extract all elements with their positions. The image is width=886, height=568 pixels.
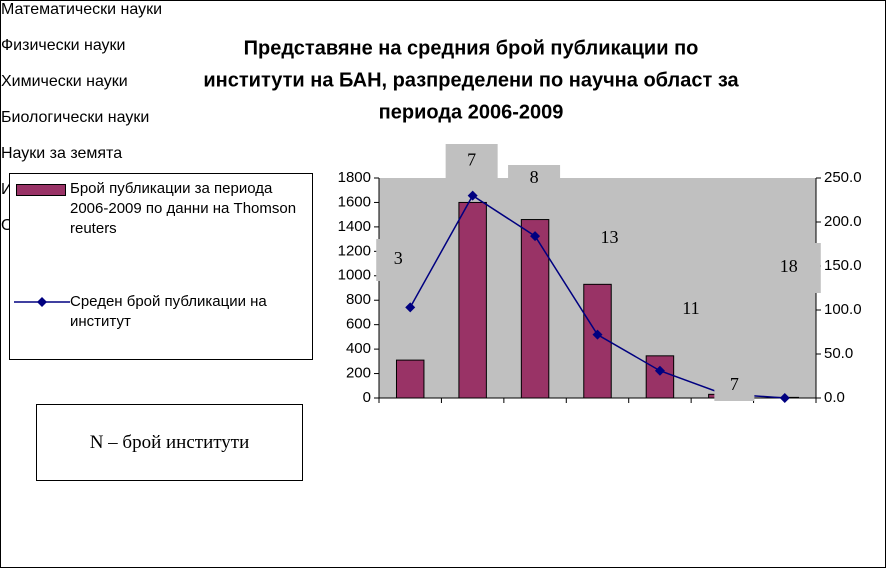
- y-tick-label: 400: [346, 340, 371, 357]
- annotation: 8: [530, 167, 539, 187]
- line-marker: [530, 231, 541, 242]
- annotation: 13: [601, 227, 619, 247]
- y-tick-label: 1000: [338, 267, 371, 284]
- bar: [458, 201, 487, 399]
- y2-tick-label: 100.0: [824, 301, 862, 318]
- annotation: 18: [780, 256, 798, 276]
- note: N – брой институти: [89, 431, 250, 453]
- legend-marker: [37, 297, 47, 307]
- bar: [520, 219, 550, 399]
- note-box: N – брой институти: [36, 404, 303, 481]
- x-tick-label: Науки за земята: [1, 145, 123, 162]
- legend-line-key: [14, 297, 70, 307]
- y-tick-label: 0: [363, 389, 371, 406]
- y2-tick-label: 0.0: [824, 389, 845, 406]
- annotation-box: [669, 293, 712, 327]
- y-tick-label: 600: [346, 316, 371, 333]
- chart-title: периода 2006-2009: [379, 101, 564, 123]
- line-marker: [467, 190, 478, 201]
- annotation: 7: [730, 374, 739, 394]
- line-marker: [654, 365, 665, 376]
- x-tick-label: Биологически науки: [1, 109, 150, 126]
- y2-tick-label: 200.0: [824, 213, 862, 230]
- line-marker: [592, 329, 603, 340]
- line-marker: [405, 302, 416, 313]
- y-tick-label: 1800: [338, 169, 371, 186]
- bar: [395, 359, 425, 399]
- y-tick-label: 1200: [338, 242, 371, 259]
- x-tick-label: Химически науки: [1, 73, 128, 90]
- bar: [645, 355, 675, 399]
- annotation: 3: [394, 248, 403, 268]
- annotation: 11: [682, 298, 699, 318]
- legend-label: Среден брой публикации на институт: [70, 293, 267, 330]
- annotation-box: [585, 221, 634, 257]
- y2-tick-label: 150.0: [824, 257, 862, 274]
- y-tick-label: 200: [346, 365, 371, 382]
- y2-tick-label: 50.0: [824, 345, 853, 362]
- line-marker: [779, 393, 790, 403]
- y-tick-label: 1400: [338, 218, 371, 235]
- annotation: 7: [467, 150, 476, 170]
- chart-title: Представяне на средния брой публикации п…: [244, 37, 699, 59]
- y2-tick-label: 250.0: [824, 169, 862, 186]
- y-tick-label: 800: [346, 291, 371, 308]
- annotation-box: [714, 371, 755, 401]
- chart-title: институти на БАН, разпределени по научна…: [203, 69, 739, 91]
- annotation-box: [508, 165, 561, 193]
- legend: Брой публикации за периода 2006-2009 по …: [9, 173, 313, 360]
- annotation-box: [376, 239, 421, 281]
- y-tick-label: 1600: [338, 193, 371, 210]
- bar: [583, 283, 612, 399]
- annotation-box: [756, 243, 821, 293]
- legend-swatch: [16, 184, 66, 196]
- annotation-box: [445, 144, 498, 179]
- legend-label: Брой публикации за периода 2006-2009 по …: [70, 180, 297, 237]
- x-tick-label: Физически науки: [1, 37, 126, 54]
- x-tick-label: Математически науки: [1, 1, 163, 18]
